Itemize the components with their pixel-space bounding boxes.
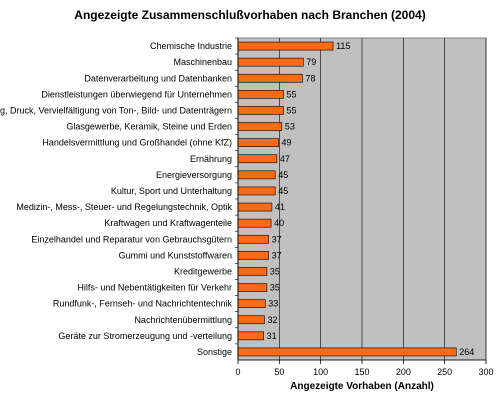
category-label: Verlag, Druck, Vervielfältigung von Ton-…: [0, 105, 232, 115]
category-label: Geräte zur Stromerzeugung und -verteilun…: [58, 331, 232, 341]
category-label: Kraftwagen und Kraftwagenteile: [104, 218, 232, 228]
chart-title: Angezeigte Zusammenschlußvorhaben nach B…: [74, 8, 426, 22]
category-label: Gummi und Kunststoffwaren: [119, 250, 232, 260]
value-label: 47: [280, 154, 290, 164]
bars: [237, 41, 457, 357]
category-label: Ernährung: [190, 154, 232, 164]
bar: [237, 283, 268, 292]
bar: [237, 186, 276, 196]
category-label: Sonstige: [197, 347, 232, 357]
category-label: Dienstleistungen überwiegend für Unterne…: [41, 89, 232, 99]
x-tick-label: 250: [437, 367, 452, 377]
bar: [237, 57, 304, 67]
value-label: 32: [267, 315, 277, 325]
x-tick-label: 0: [235, 367, 240, 377]
value-label: 115: [336, 41, 350, 51]
value-label: 37: [272, 234, 282, 244]
category-label: Medizin-, Mess-, Steuer- und Regelungste…: [16, 202, 232, 212]
value-labels: 115 79 78 55 55 53 49 47 45 45 41 40 37 37 35 35 33 32 31 2…: [267, 41, 475, 357]
category-label: Nachrichtenübermittlung: [134, 315, 232, 325]
bar: [237, 154, 278, 164]
category-label: Maschinenbau: [173, 57, 232, 67]
bar: [237, 202, 273, 212]
category-label: Datenverarbeitung und Datenbanken: [84, 73, 232, 83]
category-label: Handelsvermittlung und Großhandel (ohne …: [42, 138, 232, 148]
bar: [237, 90, 284, 99]
value-label: 37: [272, 250, 282, 260]
category-label: Kreditgewerbe: [174, 266, 232, 276]
bar: [237, 299, 266, 308]
bar: [237, 41, 334, 51]
category-label: Chemische Industrie: [150, 41, 232, 51]
category-label: Hilfs- und Nebentätigkeiten für Verkehr: [77, 283, 232, 293]
x-tick-label: 50: [274, 367, 284, 377]
bar: [237, 138, 279, 147]
value-label: 264: [459, 347, 474, 357]
x-tick-label: 100: [313, 367, 328, 377]
bar: [237, 251, 269, 260]
value-label: 33: [268, 299, 278, 309]
value-label: 53: [285, 122, 295, 132]
bar: [237, 315, 265, 325]
value-label: 55: [286, 89, 296, 99]
category-label: Kultur, Sport und Unterhaltung: [111, 186, 232, 196]
bar: [237, 170, 276, 180]
value-label: 49: [282, 138, 292, 148]
x-axis-title: Angezeigte Vorhaben (Anzahl): [290, 381, 434, 392]
bar: [237, 122, 283, 131]
value-label: 35: [270, 266, 280, 276]
x-tick-label: 150: [354, 367, 369, 377]
bar: [237, 106, 284, 115]
category-label: Energieversorgung: [156, 170, 232, 180]
category-label: Rundfunk-, Fernseh- und Nachrichtentechn…: [53, 299, 233, 309]
value-label: 78: [305, 73, 315, 83]
bar: [237, 73, 303, 83]
bar: [237, 234, 269, 244]
value-label: 40: [274, 218, 284, 228]
category-label: Einzelhandel und Reparatur von Gebrauchs…: [31, 234, 232, 244]
x-tick-label: 200: [396, 367, 411, 377]
bar: [237, 331, 264, 341]
value-label: 79: [306, 57, 316, 67]
value-label: 45: [278, 170, 288, 180]
category-labels: Chemische Industrie Maschinenbau Datenvera…: [0, 37, 238, 357]
value-label: 31: [267, 331, 277, 341]
value-label: 45: [278, 186, 288, 196]
bar: [237, 218, 272, 228]
value-label: 35: [270, 283, 280, 293]
value-label: 55: [286, 105, 296, 115]
category-label: Glasgewerbe, Keramik, Steine und Erden: [66, 122, 232, 132]
x-axis-ticks: 0 50 100 150 200 250 300: [235, 38, 494, 377]
bar: [237, 347, 457, 357]
x-tick-label: 300: [478, 367, 493, 377]
bar: [237, 267, 268, 276]
value-label: 41: [275, 202, 285, 212]
